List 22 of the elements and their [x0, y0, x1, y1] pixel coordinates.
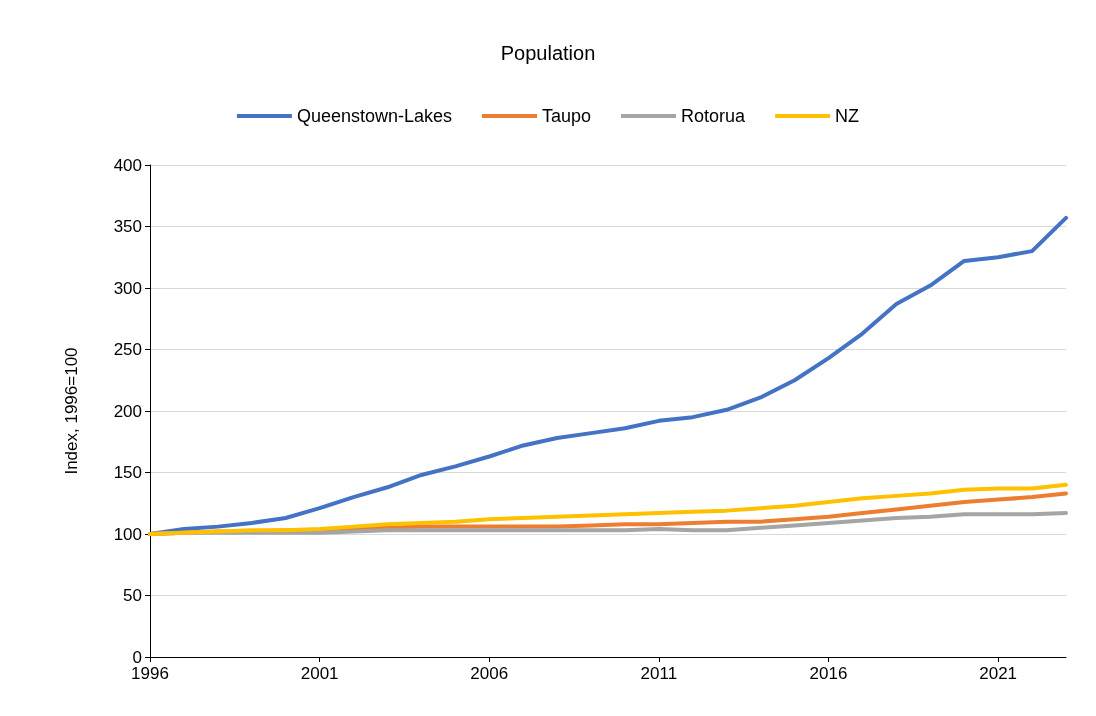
y-tick-label: 200: [113, 401, 142, 421]
y-axis-title: Index, 1996=100: [62, 347, 81, 475]
y-tick-label: 250: [113, 340, 142, 359]
x-tick-label: 2021: [979, 664, 1018, 683]
y-tick-label: 50: [123, 586, 142, 605]
y-tick-label: 300: [113, 278, 142, 298]
x-tick-label: 2001: [300, 664, 339, 683]
x-tick-label: 2016: [809, 664, 848, 683]
legend-label: Queenstown-Lakes: [296, 106, 453, 126]
y-tick-label: 350: [113, 217, 142, 236]
x-tick-label: 1996: [131, 664, 169, 683]
legend-label: NZ: [835, 106, 860, 126]
x-tick-label: 2011: [640, 664, 678, 683]
legend-label: Rotorua: [681, 106, 747, 126]
chart-title: Population: [500, 42, 596, 64]
y-tick-label: 0: [132, 647, 142, 667]
y-tick-label: 100: [113, 524, 142, 544]
line-series: [148, 482, 1068, 536]
legend-label: Taupo: [542, 106, 592, 126]
x-tick-label: 2006: [470, 664, 509, 683]
y-tick-label: 150: [113, 463, 142, 482]
y-tick-label: 400: [113, 155, 142, 175]
